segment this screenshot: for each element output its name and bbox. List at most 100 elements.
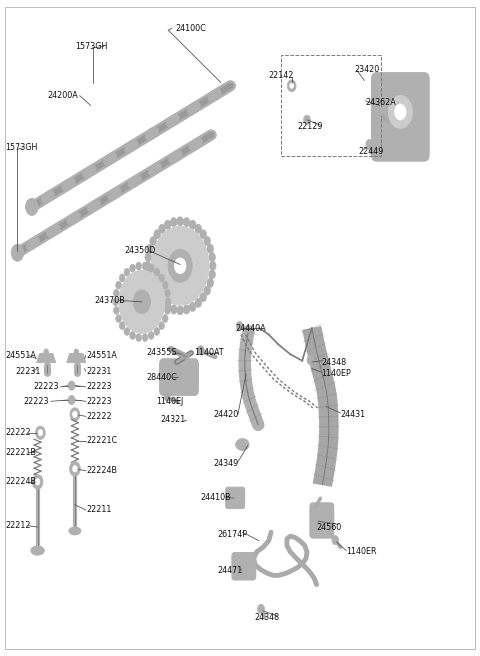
Circle shape — [150, 286, 156, 295]
Text: 22221B: 22221B — [5, 448, 36, 457]
Circle shape — [332, 535, 338, 544]
Ellipse shape — [148, 163, 162, 175]
Text: 24370B: 24370B — [94, 296, 125, 305]
Circle shape — [189, 302, 196, 312]
Text: 24348: 24348 — [322, 358, 347, 367]
Text: 24440A: 24440A — [235, 323, 266, 333]
Circle shape — [200, 230, 206, 239]
Text: 22223: 22223 — [86, 397, 111, 406]
Circle shape — [32, 475, 43, 489]
Circle shape — [164, 220, 171, 229]
Text: 22223: 22223 — [24, 397, 49, 406]
Text: 24321: 24321 — [160, 415, 185, 424]
Text: 24471: 24471 — [217, 565, 243, 575]
Circle shape — [133, 290, 151, 314]
Ellipse shape — [31, 546, 44, 555]
Circle shape — [124, 327, 130, 335]
Circle shape — [159, 298, 166, 308]
Text: 22211: 22211 — [86, 506, 111, 514]
Circle shape — [148, 264, 154, 272]
Circle shape — [124, 268, 130, 276]
Text: 24362A: 24362A — [365, 98, 396, 107]
Ellipse shape — [69, 527, 81, 535]
Circle shape — [209, 261, 216, 270]
Circle shape — [236, 321, 243, 331]
Text: 24410B: 24410B — [201, 493, 231, 502]
Circle shape — [36, 426, 45, 440]
Circle shape — [170, 305, 177, 314]
Circle shape — [304, 115, 311, 125]
Circle shape — [144, 261, 151, 270]
Ellipse shape — [145, 127, 159, 140]
Ellipse shape — [168, 150, 182, 163]
Ellipse shape — [187, 102, 201, 114]
Circle shape — [159, 274, 165, 282]
Circle shape — [113, 289, 119, 297]
Text: 22231: 22231 — [86, 367, 111, 376]
Ellipse shape — [166, 115, 180, 127]
Text: 26174P: 26174P — [217, 529, 247, 539]
Text: 22142: 22142 — [269, 72, 294, 81]
Circle shape — [164, 394, 170, 401]
Text: 22212: 22212 — [5, 522, 31, 530]
Ellipse shape — [47, 225, 60, 237]
Text: 28440C: 28440C — [147, 373, 178, 382]
Text: 1140EJ: 1140EJ — [156, 398, 183, 407]
Circle shape — [147, 278, 154, 287]
Text: 22231: 22231 — [15, 367, 40, 376]
Ellipse shape — [108, 188, 121, 200]
Ellipse shape — [87, 200, 101, 213]
Text: 24551A: 24551A — [86, 351, 117, 360]
Circle shape — [68, 381, 75, 390]
Circle shape — [152, 226, 209, 305]
Text: 24431: 24431 — [340, 410, 366, 419]
Circle shape — [174, 258, 186, 274]
FancyBboxPatch shape — [226, 487, 245, 508]
FancyBboxPatch shape — [159, 359, 198, 396]
Text: 23420: 23420 — [355, 65, 380, 74]
Text: 24355S: 24355S — [147, 348, 177, 358]
Circle shape — [177, 216, 183, 226]
Circle shape — [136, 262, 142, 270]
Circle shape — [162, 315, 168, 323]
Circle shape — [116, 281, 121, 289]
Text: 22449: 22449 — [359, 147, 384, 155]
FancyBboxPatch shape — [232, 552, 256, 580]
Circle shape — [25, 198, 38, 215]
Circle shape — [154, 293, 160, 302]
Circle shape — [154, 230, 160, 239]
Circle shape — [72, 411, 77, 418]
Circle shape — [130, 331, 135, 339]
Circle shape — [35, 479, 40, 485]
Circle shape — [120, 274, 125, 282]
Text: 22129: 22129 — [298, 122, 323, 131]
Circle shape — [142, 262, 148, 270]
Ellipse shape — [128, 175, 142, 188]
Circle shape — [164, 302, 171, 312]
Circle shape — [165, 298, 171, 306]
Circle shape — [162, 281, 168, 289]
Circle shape — [38, 430, 43, 436]
Text: 22221C: 22221C — [86, 436, 117, 445]
Circle shape — [307, 356, 314, 365]
Ellipse shape — [41, 191, 54, 203]
Text: 22223: 22223 — [33, 382, 59, 392]
Circle shape — [366, 140, 372, 149]
Circle shape — [136, 334, 142, 342]
Text: 1573GH: 1573GH — [5, 144, 38, 152]
Circle shape — [145, 270, 152, 279]
Circle shape — [207, 244, 214, 253]
Circle shape — [154, 327, 160, 335]
Circle shape — [189, 220, 196, 229]
Text: 22224B: 22224B — [5, 478, 36, 486]
Circle shape — [195, 224, 202, 234]
Text: 1140EP: 1140EP — [322, 369, 351, 379]
Circle shape — [159, 321, 165, 329]
Text: 24420: 24420 — [214, 410, 239, 419]
Circle shape — [120, 321, 125, 329]
Circle shape — [159, 224, 166, 234]
Text: 1140AT: 1140AT — [194, 348, 224, 358]
Circle shape — [200, 293, 206, 302]
Ellipse shape — [236, 439, 249, 451]
Circle shape — [170, 218, 177, 227]
